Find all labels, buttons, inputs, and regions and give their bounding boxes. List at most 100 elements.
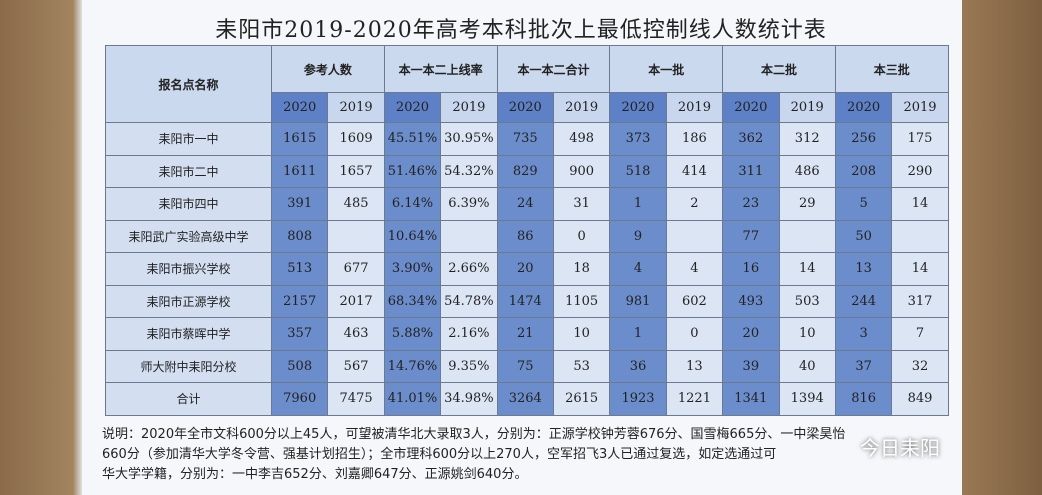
cell: 503 — [778, 284, 836, 318]
cell — [665, 219, 724, 253]
cell: 0 — [665, 317, 724, 351]
school-name: 耒阳市蔡晖中学 — [105, 317, 272, 351]
cell: 1221 — [665, 382, 724, 416]
cell: 567 — [327, 349, 385, 383]
year-header: 2020 — [609, 92, 667, 123]
cell: 75 — [496, 349, 554, 383]
cell: 39 — [722, 349, 780, 383]
cell: 2 — [665, 187, 724, 221]
cell: 493 — [722, 284, 780, 318]
note-line: 660分（参加清华大学冬令营、强基计划招生）；全市理科600分以上270人，空军… — [102, 447, 777, 462]
note-line: 华大学学籍，分别为：一中李吉652分、刘嘉卿647分、正源姚剑640分。 — [102, 467, 528, 482]
cell: 486 — [778, 154, 836, 188]
cell: 14 — [891, 252, 949, 286]
year-header: 2019 — [891, 92, 949, 123]
cell: 816 — [834, 382, 893, 416]
cell: 20 — [722, 317, 780, 351]
cell: 1 — [609, 187, 667, 221]
cell: 1341 — [722, 382, 780, 416]
school-name: 合计 — [105, 382, 272, 416]
cell: 10 — [552, 317, 611, 351]
data-row: 耒阳市二中 1611 1657 51.46% 54.32% 829 900 518 414 311… — [105, 154, 949, 188]
cell: 1105 — [552, 284, 611, 318]
cell: 414 — [665, 154, 724, 188]
cell: 14 — [778, 252, 836, 286]
cell: 3 — [834, 317, 893, 351]
cell: 16 — [722, 252, 780, 286]
cell: 373 — [609, 122, 667, 156]
cell: 849 — [891, 382, 949, 416]
group-header: 本二批 — [722, 45, 836, 93]
cell: 5.88% — [383, 317, 442, 351]
cell: 53 — [552, 349, 611, 383]
school-name: 耒阳市振兴学校 — [105, 252, 272, 286]
cell: 9.35% — [440, 349, 498, 383]
year-header: 2020 — [270, 92, 329, 123]
year-header: 2020 — [834, 92, 893, 123]
cell: 0 — [552, 219, 611, 253]
cell: 14.76% — [383, 349, 442, 383]
cell: 808 — [270, 219, 329, 253]
cell: 54.78% — [440, 284, 498, 318]
cell: 13 — [665, 349, 724, 383]
cell: 6.14% — [383, 187, 442, 221]
cell — [891, 219, 949, 253]
cell: 24 — [496, 187, 554, 221]
cell: 1611 — [270, 154, 329, 188]
group-header: 本一本二合计 — [496, 45, 611, 93]
cell: 362 — [722, 122, 780, 156]
group-header: 本一批 — [609, 45, 724, 93]
group-header: 参考人数 — [271, 45, 385, 93]
cell: 900 — [552, 154, 611, 188]
cell: 68.34% — [383, 284, 442, 318]
cell: 508 — [270, 349, 329, 383]
data-row: 耒阳市一中 1615 1609 45.51% 30.95% 735 498 373 186 362… — [105, 122, 949, 156]
cell: 2615 — [552, 382, 611, 416]
data-row: 耒阳市正源学校 2157 2017 68.34% 54.78% 1474 1105 981 60… — [105, 284, 949, 318]
year-header: 2019 — [440, 92, 498, 123]
school-name: 耒阳武广实验高级中学 — [105, 219, 272, 253]
cell: 311 — [722, 154, 780, 188]
cell: 34.98% — [440, 382, 498, 416]
cell — [440, 219, 498, 253]
cell: 36 — [609, 349, 667, 383]
cell: 37 — [834, 349, 893, 383]
year-header: 2020 — [722, 92, 780, 123]
year-header: 2019 — [778, 92, 836, 123]
cell: 7 — [891, 317, 949, 351]
cell: 2017 — [327, 284, 385, 318]
data-row: 耒阳武广实验高级中学 808 10.64% 86 0 9 77 50 — [105, 219, 949, 253]
cell: 357 — [270, 317, 329, 351]
data-row: 师大附中耒阳分校 508 567 14.76% 9.35% 75 53 36 13 39 40 37 3… — [105, 349, 949, 383]
cell: 3.90% — [383, 252, 442, 286]
cell: 10.64% — [383, 219, 442, 253]
cell: 3264 — [496, 382, 554, 416]
cell: 677 — [327, 252, 385, 286]
year-header: 2019 — [327, 92, 385, 123]
watermark: 今日耒阳 — [860, 436, 940, 460]
cell: 1474 — [496, 284, 554, 318]
corner-cell: 报名点名称 — [105, 45, 272, 123]
note-line: 说明：2020年全市文科600分以上45人，可望被清华北大录取3人，分别为：正源… — [102, 427, 846, 442]
cell: 256 — [834, 122, 893, 156]
table: 报名点名称 参考人数 本一本二上线率 本一本二合计 本一批 本二批 本三批 2020 2019 2… — [105, 45, 949, 416]
note: 说明：2020年全市文科600分以上45人，可望被清华北大录取3人，分别为：正源… — [102, 425, 962, 485]
cell: 77 — [722, 219, 780, 253]
cell: 485 — [327, 187, 385, 221]
cell: 175 — [891, 122, 949, 156]
cell: 40 — [778, 349, 836, 383]
cell: 290 — [891, 154, 949, 188]
cell: 186 — [665, 122, 724, 156]
cell: 4 — [665, 252, 724, 286]
cell: 29 — [778, 187, 836, 221]
cell: 50 — [834, 219, 893, 253]
cell: 981 — [609, 284, 667, 318]
cell: 51.46% — [383, 154, 442, 188]
data-row: 耒阳市四中 391 485 6.14% 6.39% 24 31 1 2 23 29 5 14 — [105, 187, 949, 221]
group-header: 本三批 — [834, 45, 949, 93]
school-name: 耒阳市二中 — [105, 154, 272, 188]
year-header: 2019 — [665, 92, 724, 123]
title: 耒阳市2019-2020年高考本科批次上最低控制线人数统计表 — [215, 18, 827, 43]
cell — [327, 219, 385, 253]
school-name: 耒阳市一中 — [105, 122, 272, 156]
